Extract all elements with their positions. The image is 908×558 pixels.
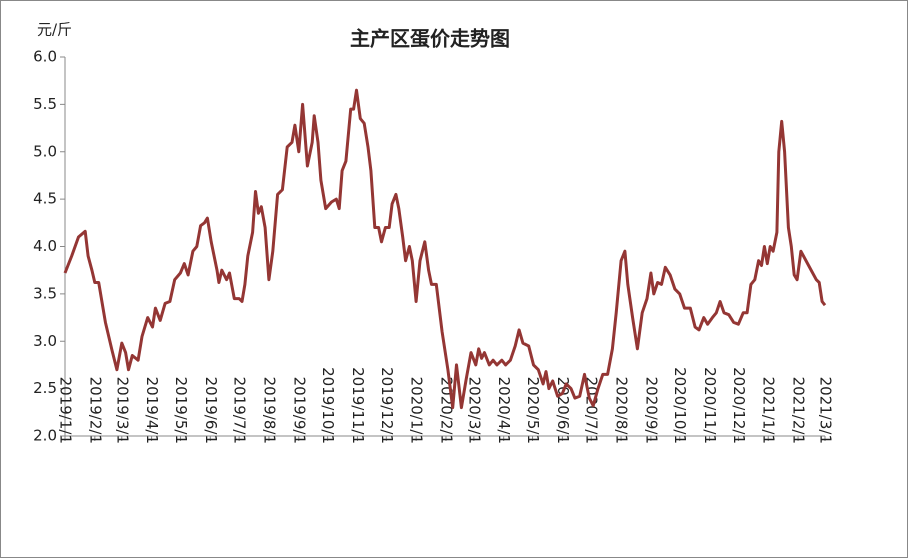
x-tick-label: 2019/4/1 bbox=[143, 377, 161, 444]
line bbox=[63, 88, 827, 410]
y-tick-label: 2.0 bbox=[33, 427, 57, 445]
x-tick-label: 2020/2/1 bbox=[437, 377, 455, 444]
x-tick-label: 2020/8/1 bbox=[613, 377, 631, 444]
x-tick-label: 2019/6/1 bbox=[202, 377, 220, 444]
x-tick-label: 2019/2/1 bbox=[86, 377, 104, 444]
x-tick-label: 2020/11/1 bbox=[701, 367, 719, 444]
chart-title: 主产区蛋价走势图 bbox=[350, 27, 510, 51]
x-tick-label: 2020/1/1 bbox=[408, 377, 426, 444]
y-tick-label: 4.5 bbox=[33, 190, 57, 208]
x-tick-label: 2019/5/1 bbox=[172, 377, 190, 444]
x-tick-label: 2019/10/1 bbox=[319, 367, 337, 444]
x-tick-label: 2020/4/1 bbox=[495, 377, 513, 444]
x-tick-label: 2019/12/1 bbox=[378, 367, 396, 444]
x-tick-label: 2019/8/1 bbox=[260, 377, 278, 444]
x-tick-label: 2020/3/1 bbox=[465, 377, 483, 444]
x-tick-label: 2019/3/1 bbox=[113, 377, 131, 444]
y-tick-label: 6.0 bbox=[33, 48, 57, 66]
x-tick-label: 2021/1/1 bbox=[760, 377, 778, 444]
x-tick-label: 2021/3/1 bbox=[817, 377, 835, 444]
x-tick-label: 2019/9/1 bbox=[290, 377, 308, 444]
y-tick-label: 5.5 bbox=[33, 95, 57, 113]
x-tick-label: 2019/1/1 bbox=[57, 377, 75, 444]
x-tick-label: 2020/12/1 bbox=[730, 367, 748, 444]
y-tick-label: 5.0 bbox=[33, 142, 57, 160]
x-tick-label: 2021/2/1 bbox=[790, 377, 808, 444]
y-axis-label: 元/斤 bbox=[37, 21, 72, 39]
y-tick-label: 3.0 bbox=[33, 332, 57, 350]
y-tick-label: 2.5 bbox=[33, 379, 57, 397]
x-tick-label: 2019/11/1 bbox=[349, 367, 367, 444]
y-tick-label: 4.0 bbox=[33, 237, 57, 255]
x-tick-label: 2020/10/1 bbox=[671, 367, 689, 444]
x-tick-label: 2020/6/1 bbox=[554, 377, 572, 444]
x-tick-label: 2019/7/1 bbox=[231, 377, 249, 444]
x-tick-label: 2020/5/1 bbox=[524, 377, 542, 444]
y-tick-label: 3.5 bbox=[33, 284, 57, 302]
x-tick-label: 2020/9/1 bbox=[642, 377, 660, 444]
